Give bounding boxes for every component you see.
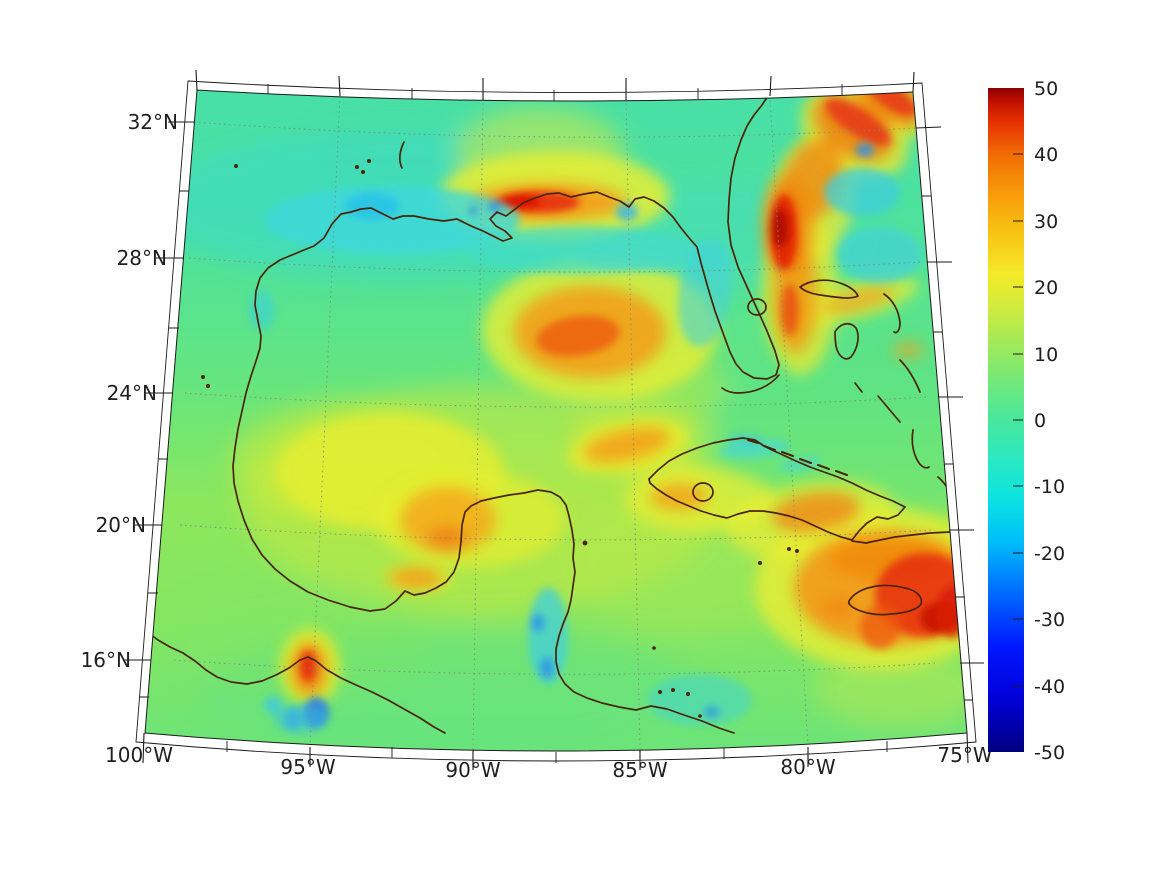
coast-pacific [146, 631, 446, 734]
lon-label-85w: 85°W [612, 758, 667, 782]
cb-label-m10: -10 [1034, 476, 1065, 498]
cb-label-30: 30 [1034, 211, 1058, 233]
coast-north-america [232, 92, 780, 734]
cb-label-0: 0 [1034, 410, 1046, 432]
cb-label-10: 10 [1034, 344, 1058, 366]
colorbar-labels: 50 40 30 20 10 0 -10 -20 -30 -40 -50 [1034, 78, 1065, 764]
bahamas-long-island [899, 359, 921, 393]
lon-label-95w: 95°W [280, 755, 335, 779]
lon-label-75w: 75°W [937, 743, 992, 767]
coast-cuba-south [648, 478, 906, 541]
lat-label-20n: 20°N [96, 513, 146, 537]
coast-cuba-north [648, 437, 906, 508]
lon-label-90w: 90°W [445, 758, 500, 782]
bahamas-crooked [877, 395, 901, 423]
isla-juventud [692, 482, 714, 502]
bahamas-exuma [854, 382, 863, 393]
frame-dividers [139, 84, 973, 763]
lon-label-80w: 80°W [780, 755, 835, 779]
lat-label-24n: 24°N [107, 381, 157, 405]
lat-ticks-right [915, 126, 984, 664]
bahamas-andros [834, 322, 859, 360]
heatmap-field [145, 90, 967, 751]
lon-ticks-top [195, 69, 915, 100]
cuba-keys [747, 439, 848, 476]
axis-labels: 32°N 28°N 24°N 20°N 16°N 100°W 95°W 90°W… [81, 110, 993, 782]
lake-okeechobee [747, 298, 767, 316]
bahamas-grand [799, 279, 859, 299]
bahamas-eleuthera [883, 293, 901, 334]
lat-label-32n: 32°N [128, 110, 178, 134]
major-ticks [124, 69, 984, 770]
colorbar-ticks [1013, 153, 1023, 687]
cb-label-m50: -50 [1034, 742, 1065, 764]
cb-label-50: 50 [1034, 78, 1058, 100]
lat-ticks-left [124, 121, 194, 661]
graticule [173, 94, 939, 751]
lat-label-28n: 28°N [117, 246, 167, 270]
cb-label-m30: -30 [1034, 609, 1065, 631]
cb-label-m40: -40 [1034, 676, 1065, 698]
cb-label-m20: -20 [1034, 543, 1065, 565]
cb-label-20: 20 [1034, 277, 1058, 299]
map-frame-details [124, 69, 984, 770]
cb-label-40: 40 [1034, 144, 1058, 166]
lon-label-100w: 100°W [105, 743, 173, 767]
jamaica [847, 584, 923, 616]
chandeleur-islands [398, 141, 405, 169]
coast-east-of-cuba [851, 530, 967, 544]
coastlines [146, 92, 967, 734]
colorbar: 50 40 30 20 10 0 -10 -20 -30 -40 -50 [988, 78, 1065, 764]
florida-keys [721, 374, 780, 394]
lon-ticks-bottom [142, 732, 969, 770]
lat-label-16n: 16°N [81, 648, 131, 672]
small-islands [201, 159, 799, 718]
